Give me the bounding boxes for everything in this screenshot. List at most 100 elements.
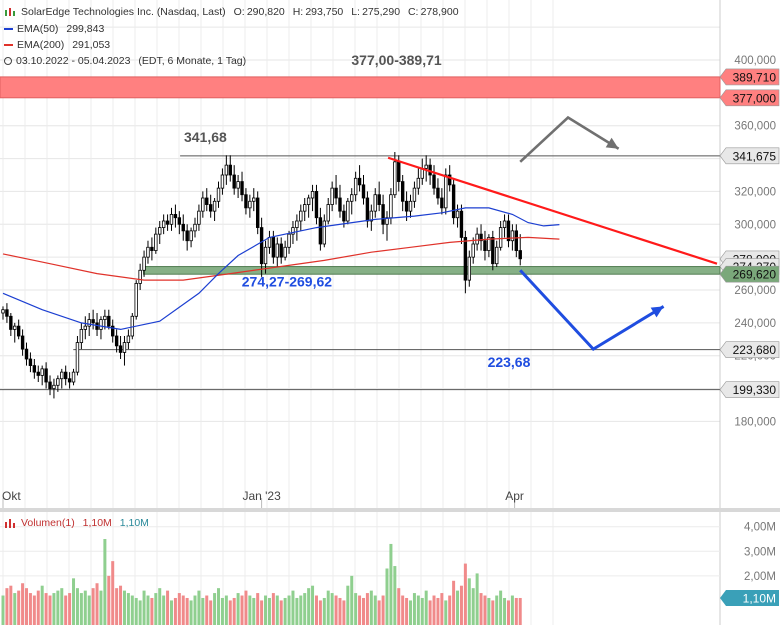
volume-bar <box>393 566 397 625</box>
volume-bar <box>138 600 142 625</box>
candle-body <box>455 210 460 219</box>
candle <box>498 221 503 251</box>
volume-bar <box>514 597 518 625</box>
candle-body <box>346 200 350 222</box>
volume-bar <box>158 588 162 625</box>
price-level-tag-label: 341,675 <box>733 149 777 163</box>
volume-bar <box>240 595 244 625</box>
candle <box>216 181 221 208</box>
x-tick-label: Okt <box>2 489 21 503</box>
candle <box>487 234 491 258</box>
y-tick-label: 240,000 <box>734 318 776 330</box>
candle-body <box>24 348 29 360</box>
volume-bar <box>389 543 393 625</box>
candle <box>510 224 515 251</box>
price-level-tag: 377,000 <box>719 89 780 107</box>
ema200-line <box>2 236 560 281</box>
volume-bar <box>150 597 154 625</box>
candle-body <box>146 246 150 258</box>
candle <box>44 362 48 389</box>
y-tick-label: 440,000 <box>734 0 776 1</box>
candle-body <box>361 184 366 199</box>
candle-body <box>330 187 334 205</box>
candle <box>99 316 103 340</box>
volume-bar <box>201 597 205 625</box>
candle-body <box>181 223 185 232</box>
volume-bar <box>181 595 185 625</box>
candle <box>350 188 354 215</box>
candle-body <box>111 325 115 337</box>
close-value: 278,900 <box>420 6 459 18</box>
candle-body <box>299 210 303 222</box>
candle-body <box>236 181 240 189</box>
candle <box>32 359 37 379</box>
candle <box>314 184 319 225</box>
volume-bar <box>275 595 279 625</box>
volume-bar <box>424 590 428 625</box>
volume-current-tag <box>720 589 779 606</box>
candle-body <box>5 309 9 317</box>
candle <box>303 198 307 221</box>
candle <box>103 309 107 330</box>
candle <box>491 230 495 271</box>
y-tick-label: 400,000 <box>734 55 776 67</box>
candle <box>326 198 330 225</box>
candle <box>299 204 303 231</box>
candle <box>9 313 13 336</box>
candle-body <box>440 197 444 209</box>
volume-bar <box>381 595 385 625</box>
price-level-tag-label: 269,620 <box>733 268 777 282</box>
candle-body <box>122 342 127 353</box>
volume-bar <box>103 539 107 625</box>
volume-bar <box>295 597 299 625</box>
candle-body <box>32 365 37 373</box>
volume-bar <box>48 595 52 625</box>
candle <box>338 184 342 218</box>
candle <box>150 237 154 261</box>
candle <box>471 237 475 264</box>
candle-body <box>220 174 225 189</box>
price-level-tag-box <box>719 147 780 165</box>
candle <box>357 165 362 192</box>
volume-legend: Volumen(1) 1,10M 1,10M <box>4 517 149 529</box>
candle <box>201 191 205 218</box>
volume-bar <box>236 593 240 625</box>
ema200-legend: EMA(200) 291,053 <box>4 39 110 51</box>
candles <box>1 152 522 399</box>
candle-body <box>275 243 279 258</box>
ema50-label: EMA(50) <box>17 23 59 35</box>
y-tick-label: 360,000 <box>734 121 776 133</box>
candle-body <box>342 210 346 222</box>
candle-body <box>467 256 471 281</box>
candle-body <box>338 197 342 212</box>
candle-body <box>103 315 107 320</box>
candle <box>165 214 170 231</box>
candle-body <box>91 319 95 324</box>
volume-bar <box>385 568 389 625</box>
volume-bar <box>52 593 56 625</box>
volume-bar <box>83 590 87 625</box>
candle <box>412 181 417 208</box>
candle <box>455 204 460 228</box>
volume-value-1: 1,10M <box>82 517 112 529</box>
candle <box>197 204 201 231</box>
volume-bar <box>471 588 475 625</box>
candle-body <box>463 237 468 281</box>
volume-current-tag-label: 1,10M <box>743 591 776 605</box>
candle-body <box>248 200 252 209</box>
volume-bar <box>130 595 134 625</box>
candle-body <box>228 164 232 176</box>
volume-bar <box>119 585 123 625</box>
candle-body <box>60 371 64 380</box>
ema200-label: EMA(200) <box>17 39 65 51</box>
candle <box>75 336 80 376</box>
volume-bar <box>60 588 64 625</box>
candle-body <box>495 246 499 265</box>
candle <box>228 155 232 182</box>
candle-body <box>83 325 87 330</box>
candle <box>518 234 522 266</box>
bearish-scenario-arrow-head <box>650 306 664 318</box>
candle <box>361 175 366 205</box>
volume-bar <box>64 595 68 625</box>
volume-bar <box>232 597 236 625</box>
